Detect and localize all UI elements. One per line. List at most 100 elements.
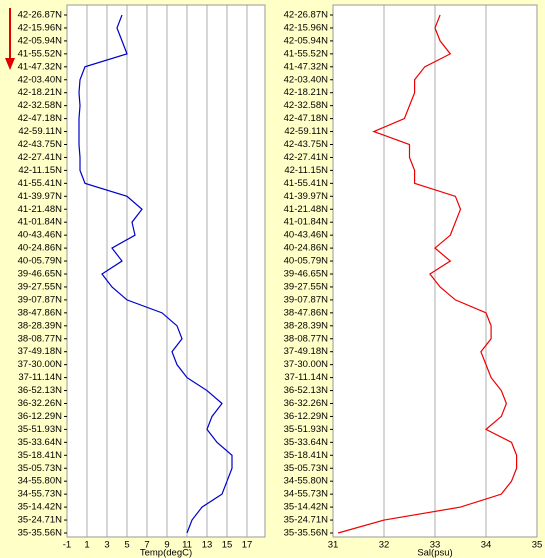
y-tick-label: 42-18.21N <box>284 87 329 98</box>
y-tick-label: 41-39.97N <box>18 191 63 202</box>
y-tick-label: 37-49.18N <box>284 346 329 357</box>
y-tick-label: 42-59.11N <box>284 126 328 137</box>
y-tick-label: 35-05.73N <box>18 463 63 474</box>
y-tick-label: 42-03.40N <box>284 74 329 85</box>
x-tick-label: 32 <box>379 540 390 551</box>
down-arrow <box>5 8 15 70</box>
y-tick-label: 40-24.86N <box>18 243 63 254</box>
y-tick-label: 38-08.77N <box>18 333 63 344</box>
y-tick-label: 35-24.71N <box>18 515 63 526</box>
y-tick-label: 39-46.65N <box>284 269 329 280</box>
y-tick-label: 42-26.87N <box>284 10 329 21</box>
data-line <box>78 14 233 534</box>
y-tick-label: 42-05.94N <box>18 35 63 46</box>
y-tick-label: 41-39.97N <box>284 191 329 202</box>
x-tick-label: 3 <box>104 540 109 551</box>
y-tick-label: 38-47.86N <box>18 307 63 318</box>
x-tick-label: 17 <box>242 540 253 551</box>
y-tick-label: 35-24.71N <box>284 515 329 526</box>
y-tick-label: 37-11.14N <box>18 372 62 383</box>
plot-area <box>66 4 266 538</box>
y-tick-label: 42-15.96N <box>284 22 329 33</box>
x-tick-label: 13 <box>202 540 213 551</box>
y-tick-label: 42-47.18N <box>284 113 329 124</box>
y-tick-label: 41-47.32N <box>18 61 63 72</box>
y-tick-label: 36-32.26N <box>18 398 63 409</box>
y-tick-label: 40-43.46N <box>284 230 329 241</box>
y-tick-label: 39-27.55N <box>18 281 63 292</box>
y-tick-label: 37-49.18N <box>18 346 63 357</box>
y-tick-label: 38-08.77N <box>284 333 329 344</box>
y-tick-label: 34-55.80N <box>284 476 329 487</box>
y-tick-label: 41-01.84N <box>284 217 329 228</box>
y-tick-label: 34-55.73N <box>284 489 329 500</box>
y-tick-label: 39-46.65N <box>18 269 63 280</box>
y-tick-label: 42-26.87N <box>18 10 63 21</box>
y-tick-label: 42-03.40N <box>18 74 63 85</box>
x-tick-label: 9 <box>164 540 169 551</box>
y-tick-label: 42-32.58N <box>284 100 329 111</box>
y-tick-label: 42-59.11N <box>18 126 62 137</box>
x-tick-label: 11 <box>182 540 192 551</box>
y-tick-label: 35-18.41N <box>284 450 329 461</box>
y-tick-label: 42-43.75N <box>284 139 329 150</box>
y-tick-label: 38-47.86N <box>284 307 329 318</box>
y-tick-label: 37-30.00N <box>18 359 63 370</box>
y-tick-label: 35-05.73N <box>284 463 329 474</box>
y-tick-label: 36-12.29N <box>284 411 329 422</box>
y-tick-label: 41-55.41N <box>284 178 329 189</box>
y-tick-label: 41-01.84N <box>18 217 63 228</box>
y-tick-label: 38-28.39N <box>284 320 329 331</box>
y-tick-label: 42-27.41N <box>18 152 63 163</box>
y-tick-label: 35-14.42N <box>284 502 329 513</box>
y-tick-label: 42-27.41N <box>284 152 329 163</box>
y-tick-label: 36-52.13N <box>18 385 63 396</box>
y-tick-label: 39-07.87N <box>18 294 63 305</box>
x-tick-label: 34 <box>481 540 492 551</box>
x-tick-label: 5 <box>124 540 129 551</box>
y-tick-label: 37-11.14N <box>284 372 328 383</box>
y-tick-label: 41-47.32N <box>284 61 329 72</box>
y-tick-label: 41-55.52N <box>284 48 329 59</box>
y-tick-label: 35-51.93N <box>284 424 329 435</box>
x-tick-label: 35 <box>532 540 543 551</box>
x-axis-title: Temp(degC) <box>140 548 192 558</box>
x-tick-label: 33 <box>430 540 441 551</box>
y-tick-label: 35-35.56N <box>284 528 329 539</box>
y-tick-label: 38-28.39N <box>18 320 63 331</box>
y-tick-label: 37-30.00N <box>284 359 329 370</box>
y-tick-label: 34-55.73N <box>18 489 63 500</box>
y-tick-label: 42-11.15N <box>284 165 328 176</box>
y-tick-label: 41-55.41N <box>18 178 63 189</box>
y-tick-label: 42-47.18N <box>18 113 63 124</box>
x-tick-label: 15 <box>222 540 233 551</box>
x-tick-label: -1 <box>63 540 71 551</box>
y-tick-label: 41-21.48N <box>284 204 329 215</box>
y-tick-label: 40-05.79N <box>18 256 63 267</box>
y-tick-label: 42-32.58N <box>18 100 63 111</box>
y-tick-label: 42-15.96N <box>18 22 63 33</box>
x-axis-title: Sal(psu) <box>417 548 452 558</box>
y-tick-label: 39-27.55N <box>284 281 329 292</box>
y-tick-label: 35-51.93N <box>18 424 63 435</box>
y-tick-label: 35-33.64N <box>284 437 329 448</box>
y-tick-label: 42-11.15N <box>18 165 62 176</box>
y-tick-label: 40-43.46N <box>18 230 63 241</box>
data-line <box>337 14 518 534</box>
y-tick-label: 39-07.87N <box>284 294 329 305</box>
y-tick-label: 36-12.29N <box>18 411 63 422</box>
y-tick-label: 35-33.64N <box>18 437 63 448</box>
y-tick-label: 36-52.13N <box>284 385 329 396</box>
y-tick-label: 41-55.52N <box>18 48 63 59</box>
y-tick-label: 40-24.86N <box>284 243 329 254</box>
y-tick-label: 41-21.48N <box>18 204 63 215</box>
y-tick-label: 42-18.21N <box>18 87 63 98</box>
y-tick-label: 34-55.80N <box>18 476 63 487</box>
y-tick-label: 35-18.41N <box>18 450 63 461</box>
x-tick-label: 31 <box>328 540 339 551</box>
x-tick-label: 7 <box>144 540 149 551</box>
y-tick-label: 40-05.79N <box>284 256 329 267</box>
y-tick-label: 35-35.56N <box>18 528 63 539</box>
y-tick-label: 42-05.94N <box>284 35 329 46</box>
